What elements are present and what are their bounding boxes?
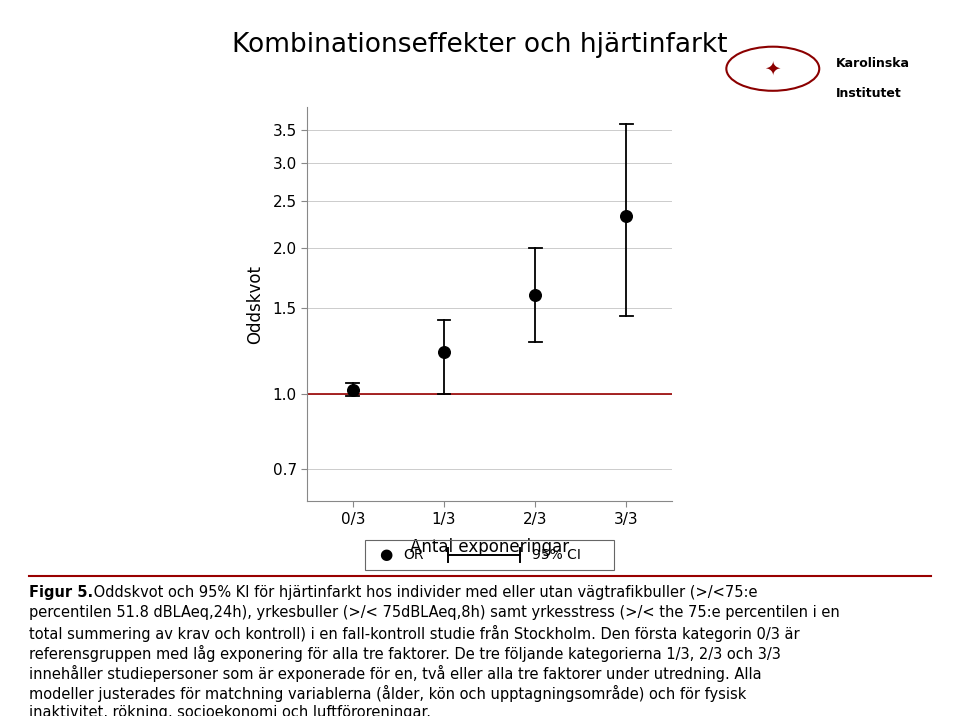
Y-axis label: Oddskvot: Oddskvot <box>246 265 264 344</box>
Point <box>528 289 543 301</box>
Text: Oddskvot och 95% KI för hjärtinfarkt hos individer med eller utan vägtrafikbulle: Oddskvot och 95% KI för hjärtinfarkt hos… <box>89 585 757 600</box>
Text: Kombinationseffekter och hjärtinfarkt: Kombinationseffekter och hjärtinfarkt <box>232 32 728 58</box>
Text: ●: ● <box>379 548 393 562</box>
Text: Figur 5.: Figur 5. <box>29 585 93 600</box>
Text: OR: OR <box>403 548 423 562</box>
Point <box>436 346 451 357</box>
Text: ✦: ✦ <box>764 59 781 78</box>
Text: total summering av krav och kontroll) i en fall-kontroll studie från Stockholm. : total summering av krav och kontroll) i … <box>29 625 800 642</box>
Text: innehåller studiepersoner som är exponerade för en, två eller alla tre faktorer : innehåller studiepersoner som är exponer… <box>29 665 761 682</box>
Text: inaktivitet, rökning, socioekonomi och luftföroreningar.: inaktivitet, rökning, socioekonomi och l… <box>29 705 431 716</box>
Point <box>619 210 635 221</box>
Point <box>346 384 361 395</box>
Text: referensgruppen med låg exponering för alla tre faktorer. De tre följande katego: referensgruppen med låg exponering för a… <box>29 645 780 662</box>
Text: 95% CI: 95% CI <box>532 548 581 562</box>
Text: Karolinska: Karolinska <box>836 57 910 70</box>
X-axis label: Antal exponeringar: Antal exponeringar <box>410 538 569 556</box>
Text: modeller justerades för matchning variablerna (ålder, kön och upptagningsområde): modeller justerades för matchning variab… <box>29 685 746 702</box>
Text: Institutet: Institutet <box>836 87 901 100</box>
Text: percentilen 51.8 dBLAeq,24h), yrkesbuller (>/< 75dBLAeq,8h) samt yrkesstress (>/: percentilen 51.8 dBLAeq,24h), yrkesbulle… <box>29 605 840 620</box>
